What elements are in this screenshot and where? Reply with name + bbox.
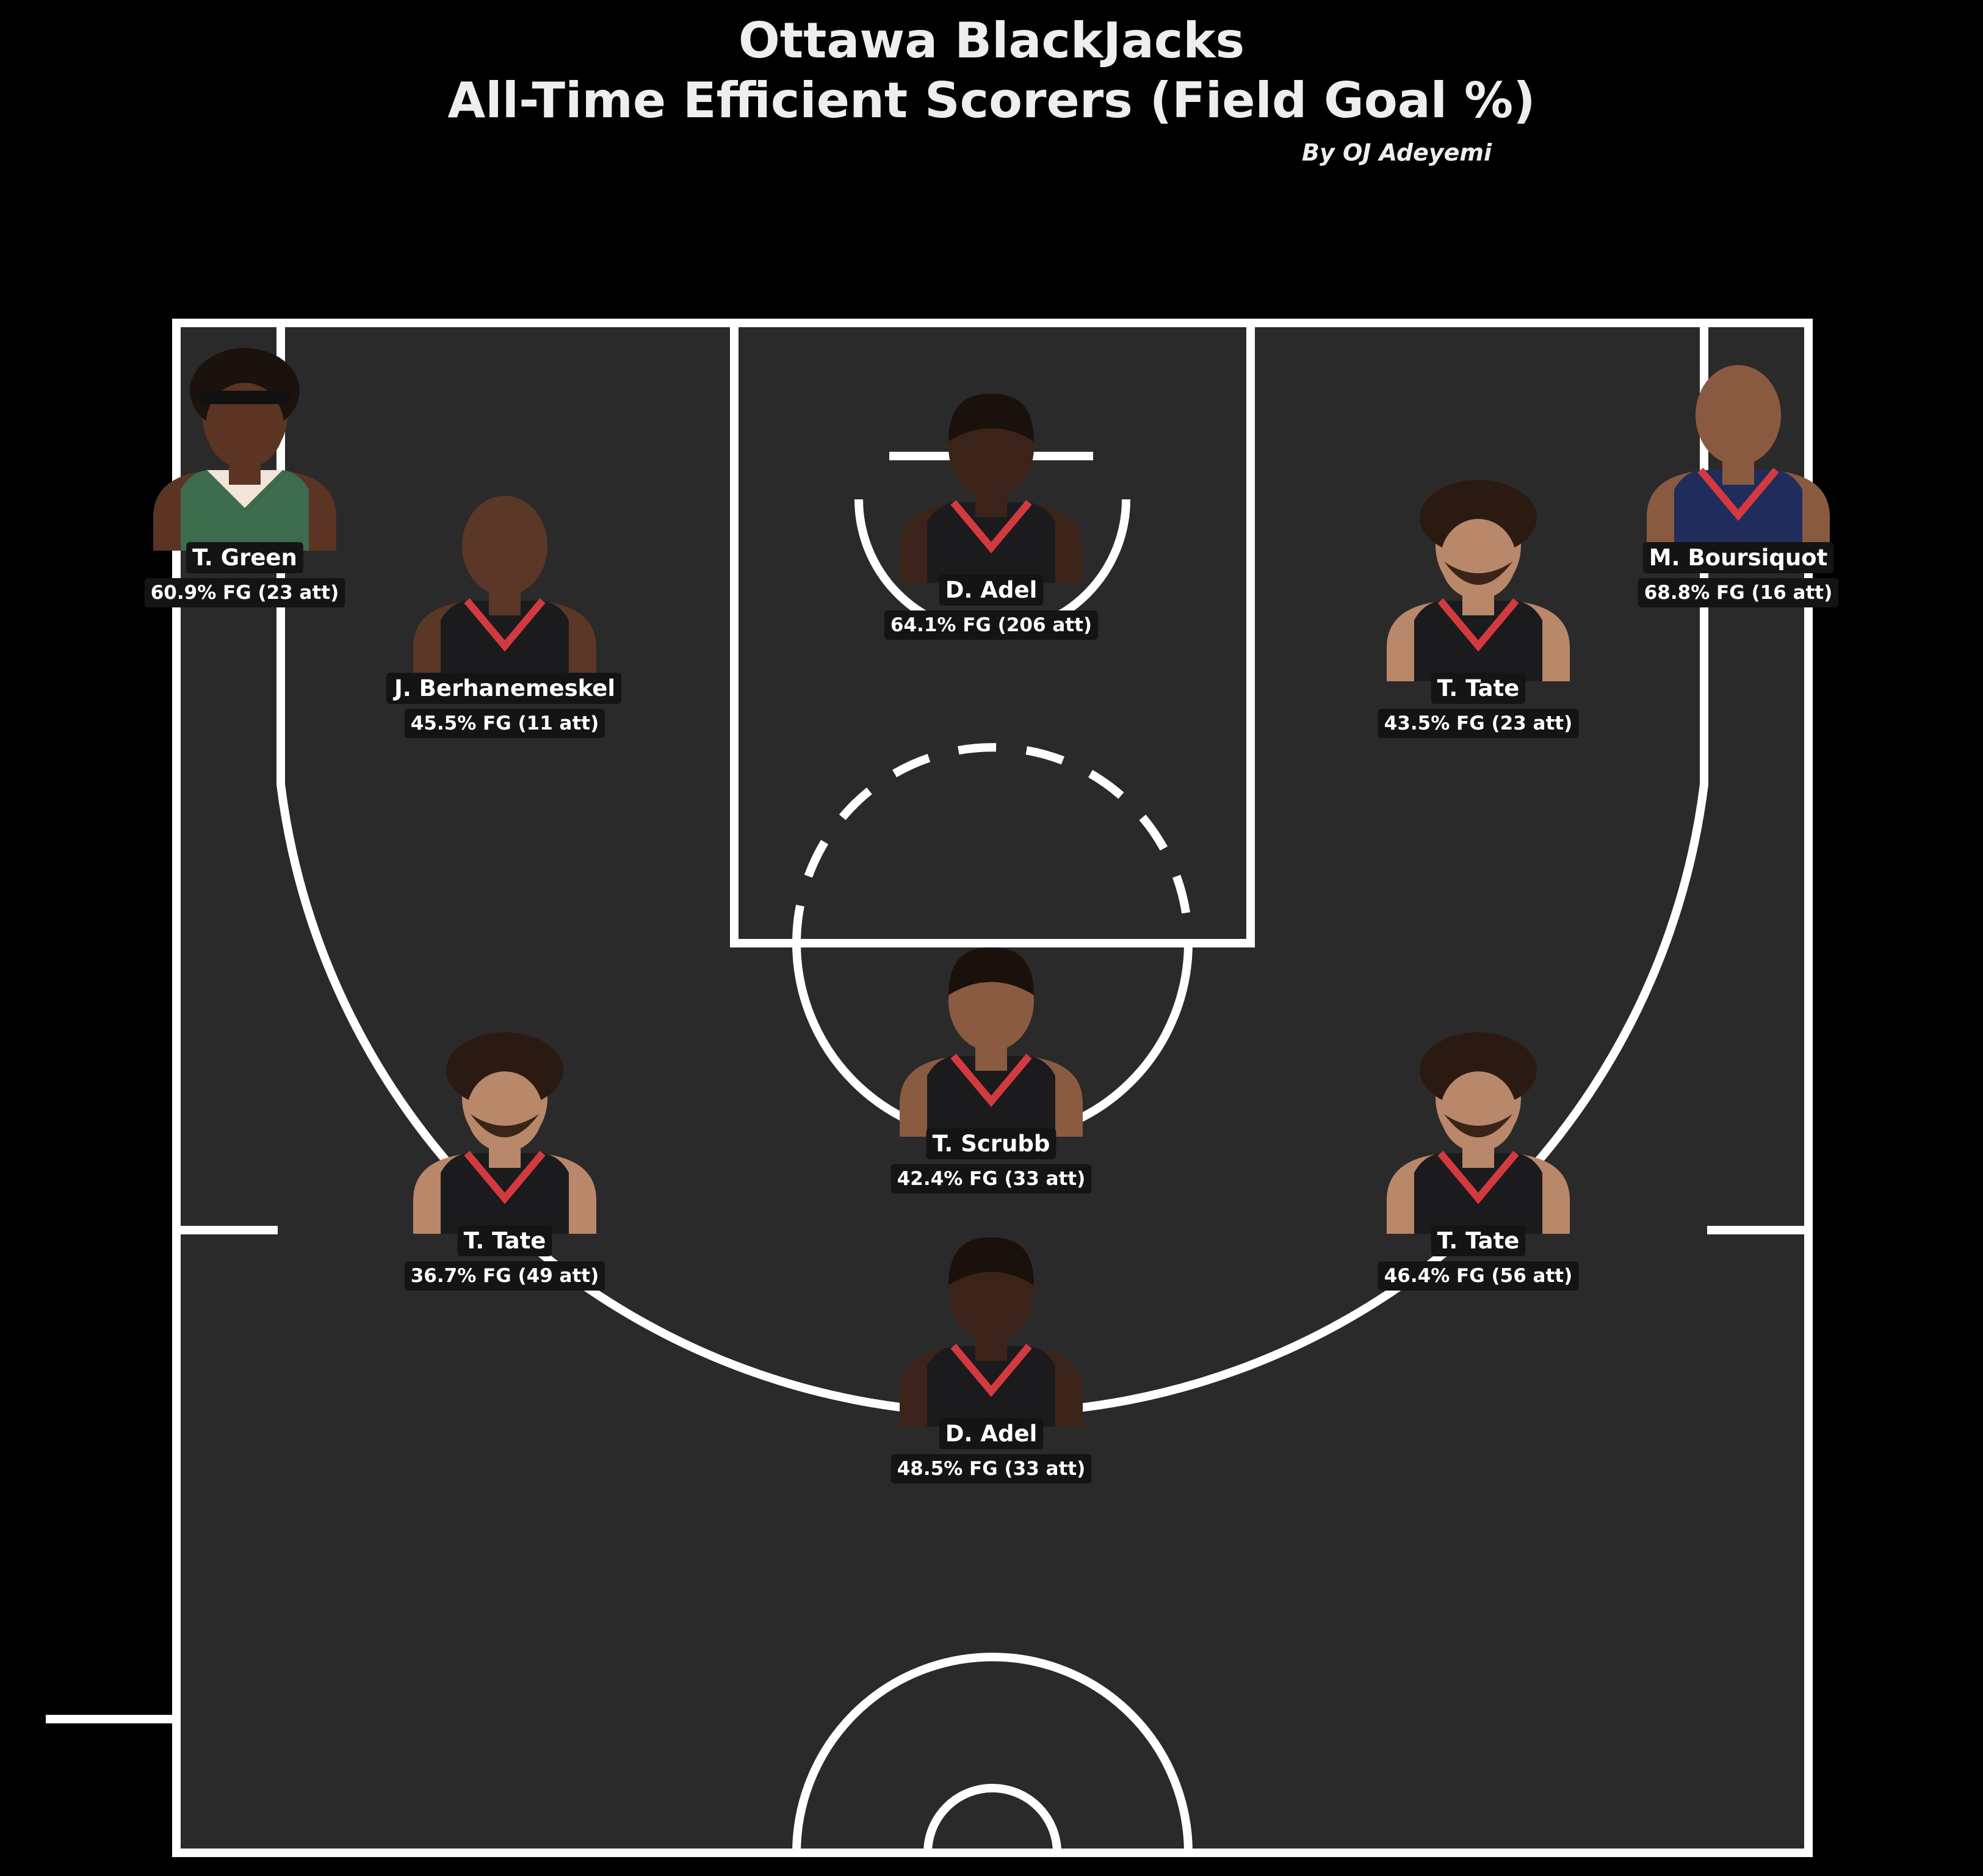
player-headband: [200, 391, 290, 404]
player-hair: [948, 1237, 1034, 1285]
player-name-box: [939, 574, 1044, 606]
player-headshot: [413, 496, 596, 681]
jersey-collar: [950, 1344, 1032, 1397]
fg-stat-box: [1378, 1261, 1579, 1291]
player-name-box: [186, 542, 303, 573]
player-name: D. Adel: [945, 577, 1038, 603]
player-headshot: [413, 1032, 596, 1234]
player-name: D. Adel: [945, 1421, 1038, 1447]
zone-marker: D. Adel 64.1% FG (206 att): [884, 393, 1099, 640]
fg-stat-box: [1378, 709, 1579, 738]
player-headshot: [153, 348, 336, 551]
title-line-2: All-Time Efficient Scorers (Field Goal %…: [447, 72, 1536, 129]
fg-stat-label: 46.4% FG (56 att): [1384, 1265, 1573, 1287]
player-name-box: [1431, 673, 1526, 704]
fg-stat-box: [144, 578, 345, 607]
center-circle-inner: [923, 1784, 1061, 1853]
chart-byline: By OJ Adeyemi: [1301, 139, 1492, 166]
player-head: [1696, 365, 1781, 465]
free-throw-circle-dashed: [792, 743, 1193, 944]
fg-stat-box: [404, 709, 605, 738]
player-name: T. Scrubb: [933, 1131, 1050, 1157]
player-beard: [1444, 1114, 1512, 1137]
player-name: J. Berhanemeskel: [392, 675, 615, 701]
fg-stat-box: [404, 1261, 605, 1291]
jersey-collar: [1437, 1151, 1519, 1204]
fg-stat-label: 42.4% FG (33 att): [897, 1168, 1086, 1190]
center-circle-outer: [792, 1653, 1193, 1853]
player-face: [1440, 519, 1516, 599]
jersey-collar: [950, 1054, 1032, 1107]
player-head: [462, 496, 547, 596]
zone-marker: M. Boursiquot 68.8% FG (16 att): [1638, 365, 1839, 607]
player-name-box: [939, 1418, 1044, 1449]
fg-stat-label: 43.5% FG (23 att): [1384, 712, 1573, 734]
zone-marker: T. Tate 46.4% FG (56 att): [1378, 1032, 1579, 1291]
player-name: M. Boursiquot: [1649, 545, 1828, 571]
player-face: [467, 1071, 543, 1152]
zone-marker: T. Green 60.9% FG (23 att): [144, 348, 345, 607]
player-name: T. Green: [192, 545, 297, 571]
player-name-box: [1642, 542, 1834, 573]
player-name: T. Tate: [1437, 1228, 1520, 1254]
zone-marker: T. Tate 36.7% FG (49 att): [404, 1032, 605, 1291]
player-name: T. Tate: [1437, 675, 1520, 701]
jersey-collar: [207, 470, 283, 508]
player-hair: [948, 393, 1034, 441]
fg-stat-label: 60.9% FG (23 att): [151, 582, 339, 604]
player-name: T. Tate: [464, 1228, 546, 1254]
jersey-collar: [950, 500, 1032, 554]
zone-marker: T. Tate 43.5% FG (23 att): [1378, 480, 1579, 738]
fg-stat-box: [884, 610, 1099, 640]
zone-markers: T. Green 60.9% FG (23 att) J. Berhanemeske…: [144, 348, 1839, 1483]
fg-stat-label: 45.5% FG (11 att): [411, 712, 599, 734]
player-name-box: [1431, 1225, 1526, 1256]
chart-title: Ottawa BlackJacks All-Time Efficient Sco…: [0, 11, 1983, 131]
zone-marker: J. Berhanemeskel 45.5% FG (11 att): [386, 496, 622, 738]
fg-stat-box: [890, 1454, 1092, 1483]
title-line-1: Ottawa BlackJacks: [738, 12, 1245, 69]
jersey-collar: [1437, 598, 1519, 652]
fg-stat-label: 68.8% FG (16 att): [1644, 582, 1833, 604]
fg-stat-label: 36.7% FG (49 att): [411, 1265, 599, 1287]
player-headshot: [1387, 480, 1570, 681]
player-headshot: [900, 1237, 1083, 1427]
player-headshot: [1387, 1032, 1570, 1234]
player-name-box: [386, 673, 622, 704]
jersey-collar: [464, 598, 546, 652]
player-jersey: [181, 470, 309, 551]
player-name-box: [926, 1128, 1057, 1159]
player-face: [1440, 1071, 1516, 1152]
fg-stat-box: [1638, 578, 1839, 607]
fg-stat-label: 64.1% FG (206 att): [890, 614, 1092, 636]
player-hair: [948, 947, 1034, 995]
jersey-collar: [464, 1151, 546, 1204]
fg-stat-box: [890, 1164, 1092, 1193]
paint-lane: [730, 323, 1255, 947]
player-beard: [471, 1114, 539, 1137]
player-headshot: [1647, 365, 1830, 551]
player-beard: [1444, 562, 1512, 585]
player-name-box: [457, 1225, 552, 1256]
fg-stat-label: 48.5% FG (33 att): [897, 1458, 1086, 1480]
player-headshot: [900, 947, 1083, 1137]
zone-marker: D. Adel 48.5% FG (33 att): [890, 1237, 1092, 1483]
player-headshot: [900, 393, 1083, 583]
jersey-collar: [1697, 468, 1779, 521]
zone-marker: T. Scrubb 42.4% FG (33 att): [890, 947, 1092, 1193]
